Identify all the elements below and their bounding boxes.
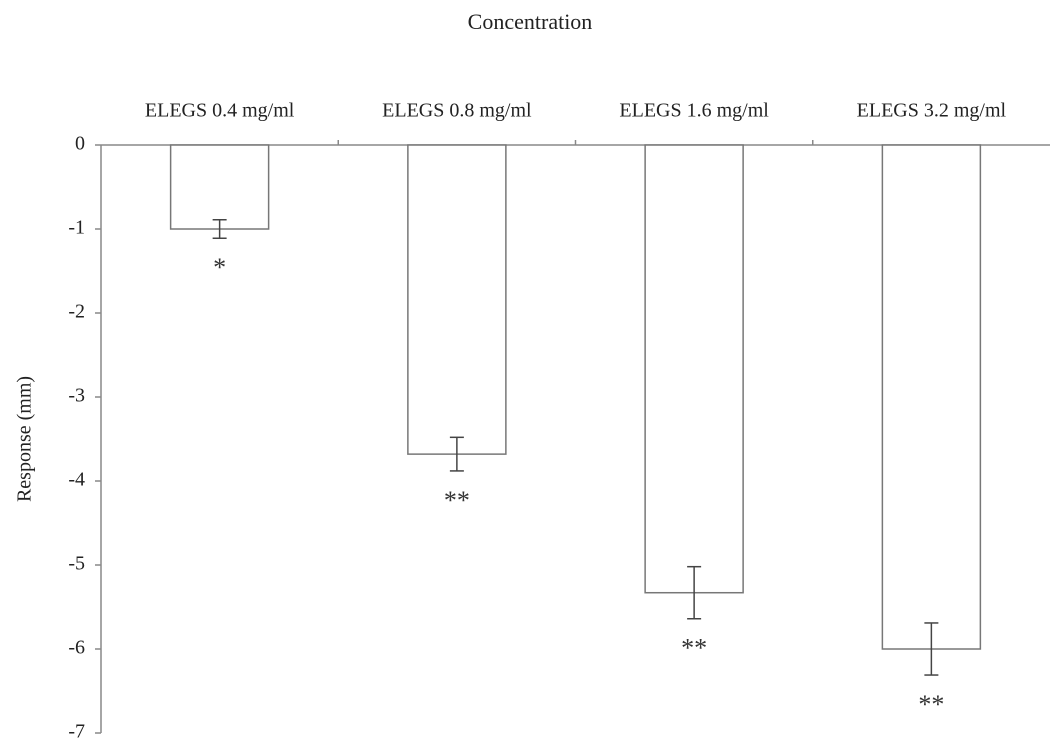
y-tick-label: -2 bbox=[68, 301, 85, 323]
error-bar bbox=[449, 436, 464, 472]
x-tick-label: ELEGS 1.6 mg/ml bbox=[619, 100, 769, 122]
y-tick-label: -6 bbox=[68, 637, 85, 659]
significance-label: ** bbox=[681, 634, 707, 663]
bar bbox=[644, 144, 744, 594]
bar bbox=[881, 144, 982, 650]
y-tick-label: -4 bbox=[68, 469, 85, 491]
x-tick-label: ELEGS 0.8 mg/ml bbox=[382, 100, 532, 122]
y-tick-label: 0 bbox=[75, 133, 85, 155]
significance-label: * bbox=[213, 253, 226, 282]
chart-title: Concentration bbox=[468, 9, 593, 34]
bar bbox=[407, 144, 507, 455]
y-tick-label: -7 bbox=[68, 721, 85, 743]
significance-label: ** bbox=[918, 690, 944, 719]
y-tick-label: -5 bbox=[68, 553, 85, 575]
bar bbox=[169, 144, 270, 230]
y-tick-label: -3 bbox=[68, 385, 85, 407]
x-tick-label: ELEGS 3.2 mg/ml bbox=[857, 100, 1007, 122]
x-tick-label: ELEGS 0.4 mg/ml bbox=[145, 100, 295, 122]
y-tick-label: -1 bbox=[68, 217, 85, 239]
y-axis-label: Response (mm) bbox=[14, 376, 36, 502]
error-bar bbox=[212, 219, 227, 239]
significance-label: ** bbox=[444, 486, 470, 515]
error-bar bbox=[687, 565, 702, 620]
error-bar bbox=[924, 622, 939, 676]
